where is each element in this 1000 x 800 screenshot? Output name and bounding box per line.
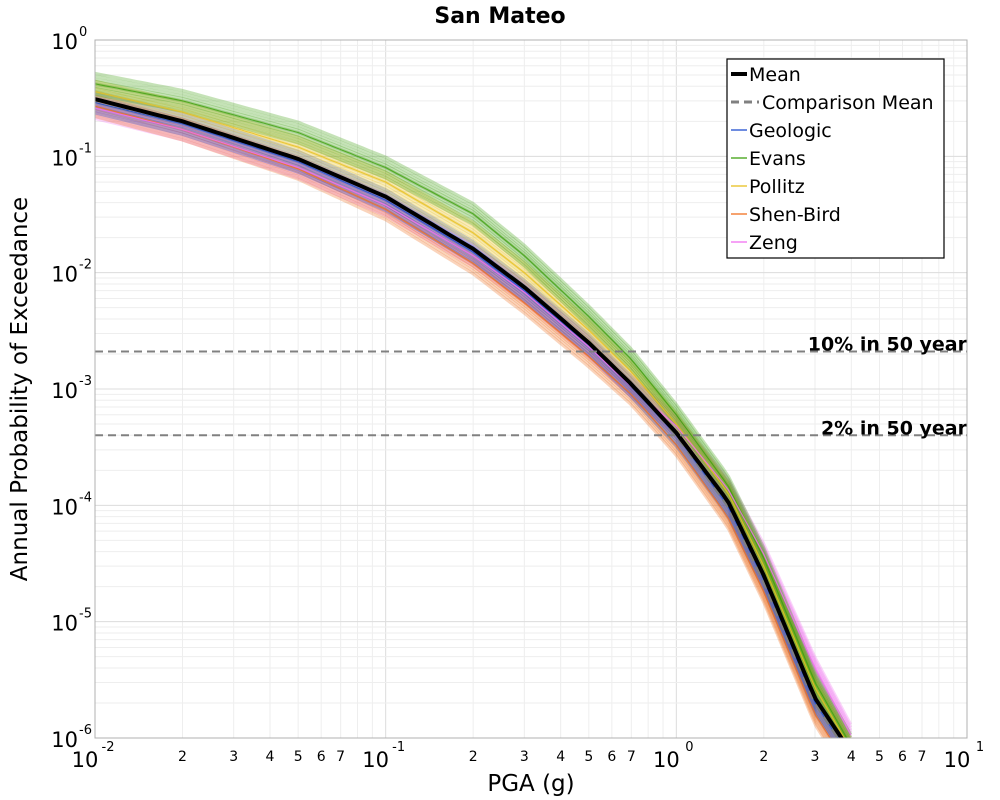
legend-label-evans: Evans: [749, 148, 806, 170]
x-minor-tick-label: 2: [178, 749, 187, 765]
band-curve-evans: [95, 92, 843, 738]
y-tick-exponent: -1: [79, 141, 92, 156]
y-axis-label: Annual Probability of Exceedance: [7, 197, 33, 581]
series-line-pollitz: [95, 91, 845, 738]
legend-label-shenbird: Shen-Bird: [749, 204, 841, 226]
reference-lines: 10% in 50 year 2% in 50 year: [95, 334, 968, 439]
x-minor-tick-label: 5: [875, 749, 884, 765]
x-minor-tick-label: 3: [811, 749, 820, 765]
chart-title: San Mateo: [434, 4, 565, 29]
x-tick-exponent: 0: [685, 740, 693, 755]
x-tick-exponent: -1: [392, 740, 405, 755]
band-curve-pollitz: [95, 87, 848, 738]
x-minor-tick-label: 5: [294, 749, 303, 765]
x-tick-label: 10: [653, 748, 680, 772]
legend-label-pollitz: Pollitz: [749, 176, 805, 198]
x-tick-label: 10: [72, 748, 99, 772]
legend-box: [726, 58, 945, 259]
band-curve-shenbird: [95, 102, 834, 738]
y-tick-label: 10: [51, 728, 78, 752]
y-tick-label: 10: [51, 612, 78, 636]
reference-line-label: 10% in 50 year: [808, 334, 968, 356]
legend-label-comparisonmean: Comparison Mean: [762, 92, 934, 114]
x-minor-tick-label: 3: [229, 749, 238, 765]
band-curve-pollitz: [95, 79, 852, 738]
y-tick-label: 10: [51, 379, 78, 403]
band-curve-evans: [95, 77, 852, 738]
y-tick-exponent: 0: [79, 25, 87, 40]
y-tick-exponent: -3: [79, 374, 92, 389]
x-axis-label: PGA (g): [487, 771, 574, 797]
band-curve-evans: [95, 84, 848, 738]
band-curve-pollitz: [95, 94, 844, 738]
band-curve-geologic: [95, 108, 835, 738]
x-minor-tick-label: 2: [469, 749, 478, 765]
y-tick-exponent: -5: [79, 607, 92, 622]
band-curve-shenbird: [95, 109, 829, 738]
x-minor-tick-label: 2: [759, 749, 768, 765]
series-curves: [95, 83, 852, 738]
y-tick-exponent: -2: [79, 258, 92, 273]
band-curve-shenbird: [95, 100, 835, 738]
x-minor-tick-label: 6: [607, 749, 616, 765]
band-curve-zeng: [95, 108, 853, 738]
series-line-evans: [95, 83, 848, 738]
x-minor-tick-label: 6: [898, 749, 907, 765]
band-curve-zeng: [95, 104, 853, 734]
x-minor-tick-label: 4: [556, 749, 565, 765]
y-tick-exponent: -4: [79, 490, 92, 505]
x-minor-tick-label: 6: [317, 749, 326, 765]
x-tick-exponent: -2: [102, 740, 115, 755]
y-tick-label: 10: [51, 263, 78, 287]
band-curve-geologic: [95, 90, 847, 738]
legend-label-geologic: Geologic: [749, 120, 832, 142]
x-minor-tick-label: 4: [266, 749, 275, 765]
x-minor-tick-label: 4: [847, 749, 856, 765]
band-curve-shenbird: [95, 107, 831, 738]
y-tick-exponent: -6: [79, 723, 92, 738]
legend-label-zeng: Zeng: [749, 232, 798, 254]
x-minor-tick-label: 7: [336, 749, 345, 765]
x-minor-tick-label: 3: [520, 749, 529, 765]
legend: Mean Comparison Mean Geologic Evans Pollitz S…: [726, 58, 945, 259]
band-curve-evans: [95, 80, 850, 738]
series-line-zeng: [95, 107, 852, 736]
x-minor-tick-label: 5: [584, 749, 593, 765]
series-line-mean: [95, 97, 844, 738]
legend-label-mean: Mean: [749, 64, 801, 86]
band-curve-geologic: [95, 105, 837, 738]
band-curve-zeng: [95, 111, 852, 738]
y-tick-label: 10: [51, 146, 78, 170]
y-tick-label: 10: [51, 30, 78, 54]
x-tick-exponent: 1: [976, 740, 984, 755]
band-curve-evans: [95, 71, 853, 736]
x-tick-label: 10: [944, 748, 971, 772]
band-curve-pollitz: [95, 92, 845, 738]
x-tick-label: 10: [362, 748, 389, 772]
y-tick-label: 10: [51, 495, 78, 519]
band-curve-pollitz: [95, 85, 849, 738]
band-curve-shenbird: [95, 115, 826, 738]
band-curve-evans: [95, 74, 853, 738]
plot-frame: [94, 39, 968, 739]
x-minor-tick-label: 7: [918, 749, 927, 765]
reference-line-label: 2% in 50 year: [821, 417, 968, 439]
band-curve-shenbird: [95, 112, 828, 738]
x-minor-tick-label: 7: [627, 749, 636, 765]
